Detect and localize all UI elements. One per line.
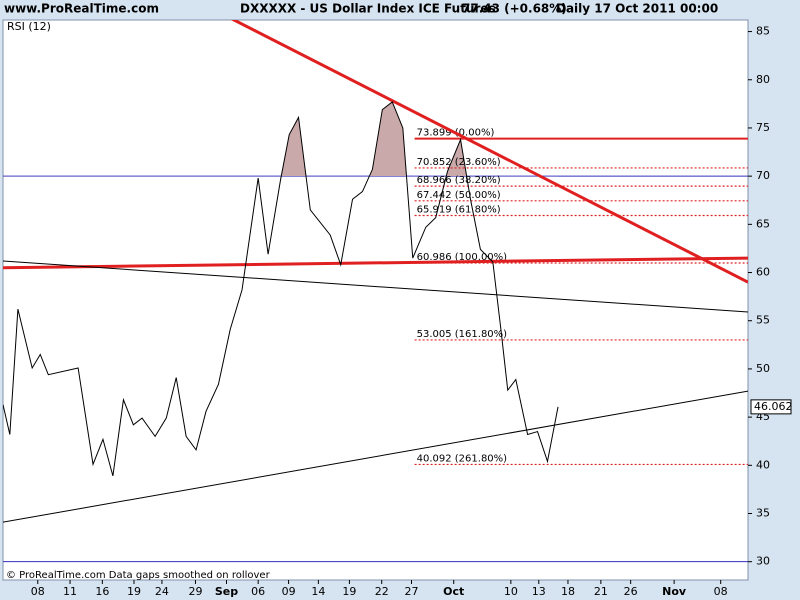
y-tick-label: 65 bbox=[756, 217, 770, 230]
x-tick-label: 08 bbox=[714, 585, 728, 598]
x-tick-label: 21 bbox=[594, 585, 608, 598]
x-tick-label: 08 bbox=[31, 585, 45, 598]
fib-label: 65.919 (61.80%) bbox=[417, 204, 501, 215]
fib-label: 40.092 (261.80%) bbox=[417, 453, 508, 464]
y-tick-label: 60 bbox=[756, 266, 770, 279]
x-tick-label: 22 bbox=[375, 585, 389, 598]
x-tick-label: 24 bbox=[155, 585, 169, 598]
x-tick-label: Oct bbox=[443, 585, 464, 598]
y-tick-label: 75 bbox=[756, 121, 770, 134]
chart-title: DXXXXX - US Dollar Index ICE Futures bbox=[240, 2, 496, 16]
trendline bbox=[230, 20, 748, 284]
x-tick-label: 29 bbox=[188, 585, 202, 598]
x-tick-label: 09 bbox=[282, 585, 296, 598]
x-tick-label: 26 bbox=[624, 585, 638, 598]
y-tick-label: 70 bbox=[756, 169, 770, 182]
fib-label: 68.966 (38.20%) bbox=[417, 175, 501, 186]
x-tick-label: Sep bbox=[215, 585, 238, 598]
footer: © ProRealTime.com Data gaps smoothed on … bbox=[6, 570, 271, 581]
site: www.ProRealTime.com bbox=[4, 2, 159, 16]
y-tick-label: 55 bbox=[756, 314, 770, 327]
plot: 73.899 (0.00%)70.852 (23.60%)68.966 (38.… bbox=[3, 20, 748, 563]
x-tick-label: 06 bbox=[251, 585, 265, 598]
y-tick-label: 35 bbox=[756, 506, 770, 519]
x-tick-label: 13 bbox=[532, 585, 546, 598]
fib-label: 53.005 (161.80%) bbox=[417, 329, 508, 340]
price: 77.43 (+0.68%) bbox=[462, 2, 567, 16]
period: Daily 17 Oct 2011 00:00 bbox=[556, 2, 718, 16]
plot-area bbox=[2, 19, 749, 581]
x-tick-label: 19 bbox=[342, 585, 356, 598]
x-tick-label: 10 bbox=[504, 585, 518, 598]
x-tick-label: Nov bbox=[662, 585, 687, 598]
y-tick-label: 80 bbox=[756, 73, 770, 86]
y-tick-label: 40 bbox=[756, 458, 770, 471]
x-tick-label: 11 bbox=[63, 585, 77, 598]
rsi-line bbox=[3, 101, 559, 477]
last-value-label: 46.062 bbox=[754, 400, 793, 413]
x-tick-label: 14 bbox=[311, 585, 325, 598]
indicator-label: RSI (12) bbox=[7, 20, 51, 33]
fib-label: 70.852 (23.60%) bbox=[417, 157, 501, 168]
fib-label: 60.986 (100.00%) bbox=[417, 252, 508, 263]
x-tick-label: 19 bbox=[127, 585, 141, 598]
x-tick-label: 27 bbox=[405, 585, 419, 598]
trendline bbox=[3, 260, 748, 313]
y-tick-label: 85 bbox=[756, 25, 770, 38]
trendline bbox=[3, 256, 748, 270]
y-tick-label: 50 bbox=[756, 362, 770, 375]
trendline bbox=[3, 390, 748, 523]
fib-label: 67.442 (50.00%) bbox=[417, 190, 501, 201]
x-tick-label: 16 bbox=[95, 585, 109, 598]
last-value-box bbox=[750, 399, 792, 415]
y-tick-label: 30 bbox=[756, 555, 770, 568]
x-tick-label: 18 bbox=[561, 585, 575, 598]
